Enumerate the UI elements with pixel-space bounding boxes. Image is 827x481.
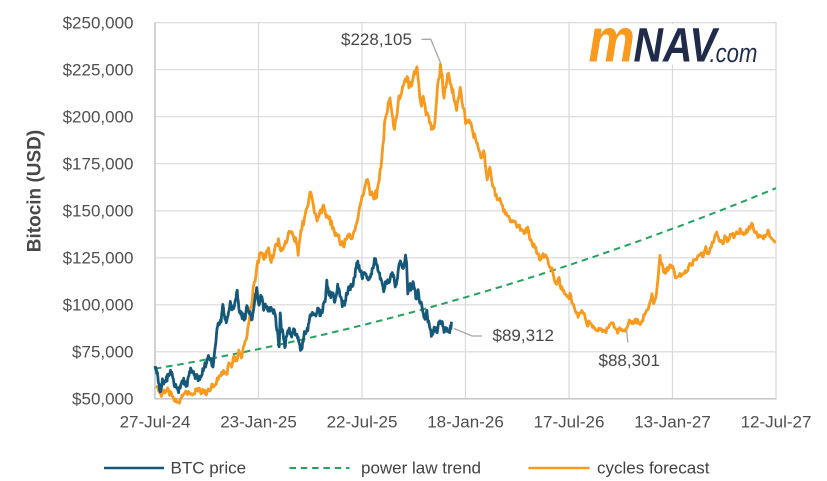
svg-text:12-Jul-27: 12-Jul-27: [741, 413, 812, 432]
svg-text:13-Jan-27: 13-Jan-27: [634, 413, 711, 432]
svg-text:$225,000: $225,000: [63, 61, 134, 80]
svg-text:$175,000: $175,000: [63, 155, 134, 174]
svg-text:cycles forecast: cycles forecast: [597, 459, 710, 478]
svg-text:$250,000: $250,000: [63, 14, 134, 33]
svg-text:27-Jul-24: 27-Jul-24: [120, 413, 191, 432]
svg-text:23-Jan-25: 23-Jan-25: [220, 413, 297, 432]
svg-text:BTC price: BTC price: [171, 459, 247, 478]
svg-text:Bitocin (USD): Bitocin (USD): [25, 130, 46, 252]
svg-text:m: m: [589, 6, 635, 75]
svg-text:$228,105: $228,105: [341, 30, 412, 49]
svg-text:$200,000: $200,000: [63, 108, 134, 127]
svg-text:NAV: NAV: [634, 19, 720, 72]
svg-text:$100,000: $100,000: [63, 296, 134, 315]
svg-text:$50,000: $50,000: [72, 390, 133, 409]
svg-text:power law trend: power law trend: [361, 459, 481, 478]
svg-text:$89,312: $89,312: [493, 326, 554, 345]
svg-text:18-Jan-26: 18-Jan-26: [427, 413, 504, 432]
svg-text:17-Jul-26: 17-Jul-26: [534, 413, 605, 432]
svg-text:22-Jul-25: 22-Jul-25: [327, 413, 398, 432]
svg-text:$150,000: $150,000: [63, 202, 134, 221]
svg-text:$88,301: $88,301: [599, 351, 660, 370]
svg-text:.com: .com: [710, 39, 758, 68]
svg-text:$125,000: $125,000: [63, 249, 134, 268]
svg-text:$75,000: $75,000: [72, 343, 133, 362]
